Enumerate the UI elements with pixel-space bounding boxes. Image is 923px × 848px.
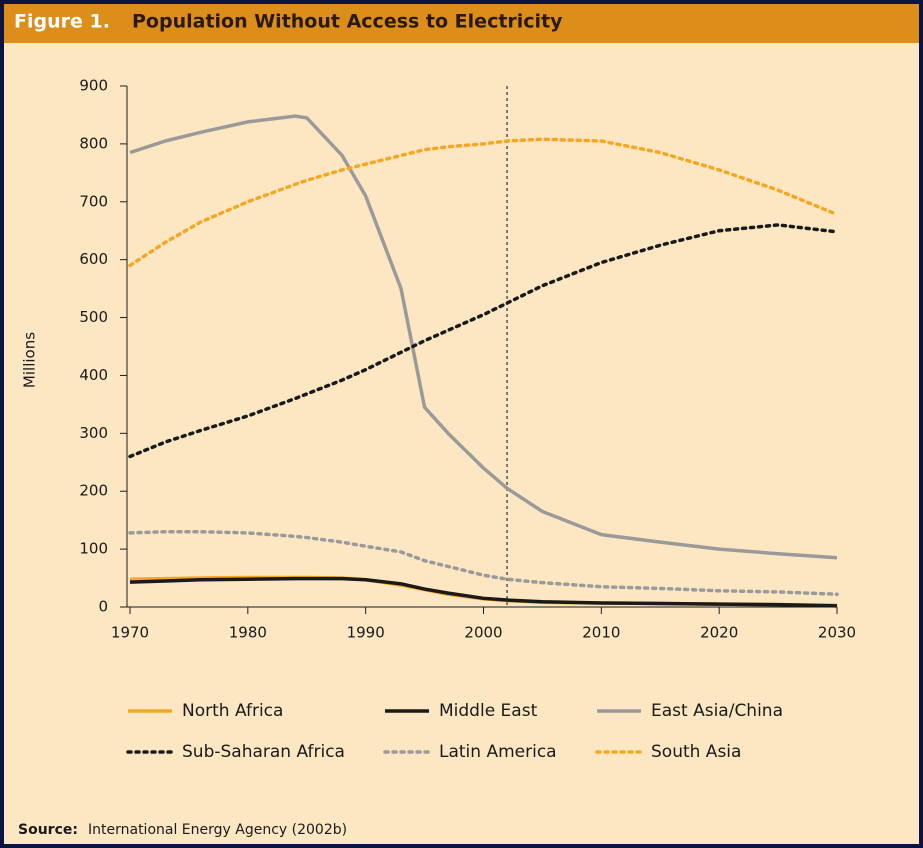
y-tick-label: 900	[79, 77, 108, 95]
header-bar	[4, 4, 919, 43]
x-tick-label: 2010	[582, 624, 620, 642]
figure-label: Figure 1.	[14, 11, 110, 33]
series-line	[129, 576, 838, 608]
y-tick-label: 700	[79, 192, 108, 210]
x-tick-label: 1970	[111, 624, 149, 642]
source: International Energy Agency (2002b)	[88, 822, 347, 838]
legend-label: Sub-Saharan Africa	[182, 742, 345, 762]
y-tick-label: 600	[79, 250, 108, 268]
series-line	[128, 223, 839, 459]
x-tick-label: 2020	[700, 624, 738, 642]
series-line	[128, 529, 839, 597]
y-tick-label: 800	[79, 134, 108, 152]
y-tick-label: 400	[79, 366, 108, 384]
x-tick-label: 1980	[229, 624, 267, 642]
legend-label: North Africa	[182, 701, 283, 721]
y-tick-label: 300	[79, 424, 108, 442]
source-label: Source:	[18, 822, 78, 838]
legend-label: Latin America	[439, 742, 557, 762]
y-axis-label: Millions	[21, 332, 39, 388]
legend-label: East Asia/China	[651, 701, 783, 721]
series-line	[129, 114, 838, 560]
y-tick-label: 500	[79, 308, 108, 326]
x-tick-label: 2000	[464, 624, 502, 642]
y-tick-label: 100	[79, 540, 108, 558]
y-tick-label: 0	[98, 598, 108, 616]
chart-title: Population Without Access to Electricity	[132, 11, 563, 33]
x-tick-label: 2030	[818, 624, 856, 642]
y-tick-label: 200	[79, 482, 108, 500]
x-tick-label: 1990	[347, 624, 385, 642]
legend-label: Middle East	[439, 701, 538, 721]
series-line	[128, 137, 839, 268]
legend-label: South Asia	[651, 742, 741, 762]
